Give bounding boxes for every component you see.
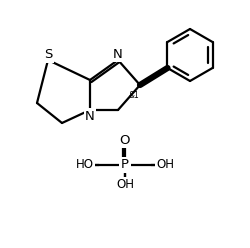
Text: N: N: [113, 48, 123, 61]
Text: HO: HO: [76, 158, 94, 172]
Text: OH: OH: [156, 158, 174, 172]
Text: &1: &1: [128, 91, 140, 99]
Text: OH: OH: [116, 179, 134, 191]
Text: O: O: [120, 133, 130, 147]
Text: S: S: [44, 49, 52, 62]
Text: P: P: [121, 158, 129, 172]
Text: N: N: [85, 110, 95, 123]
